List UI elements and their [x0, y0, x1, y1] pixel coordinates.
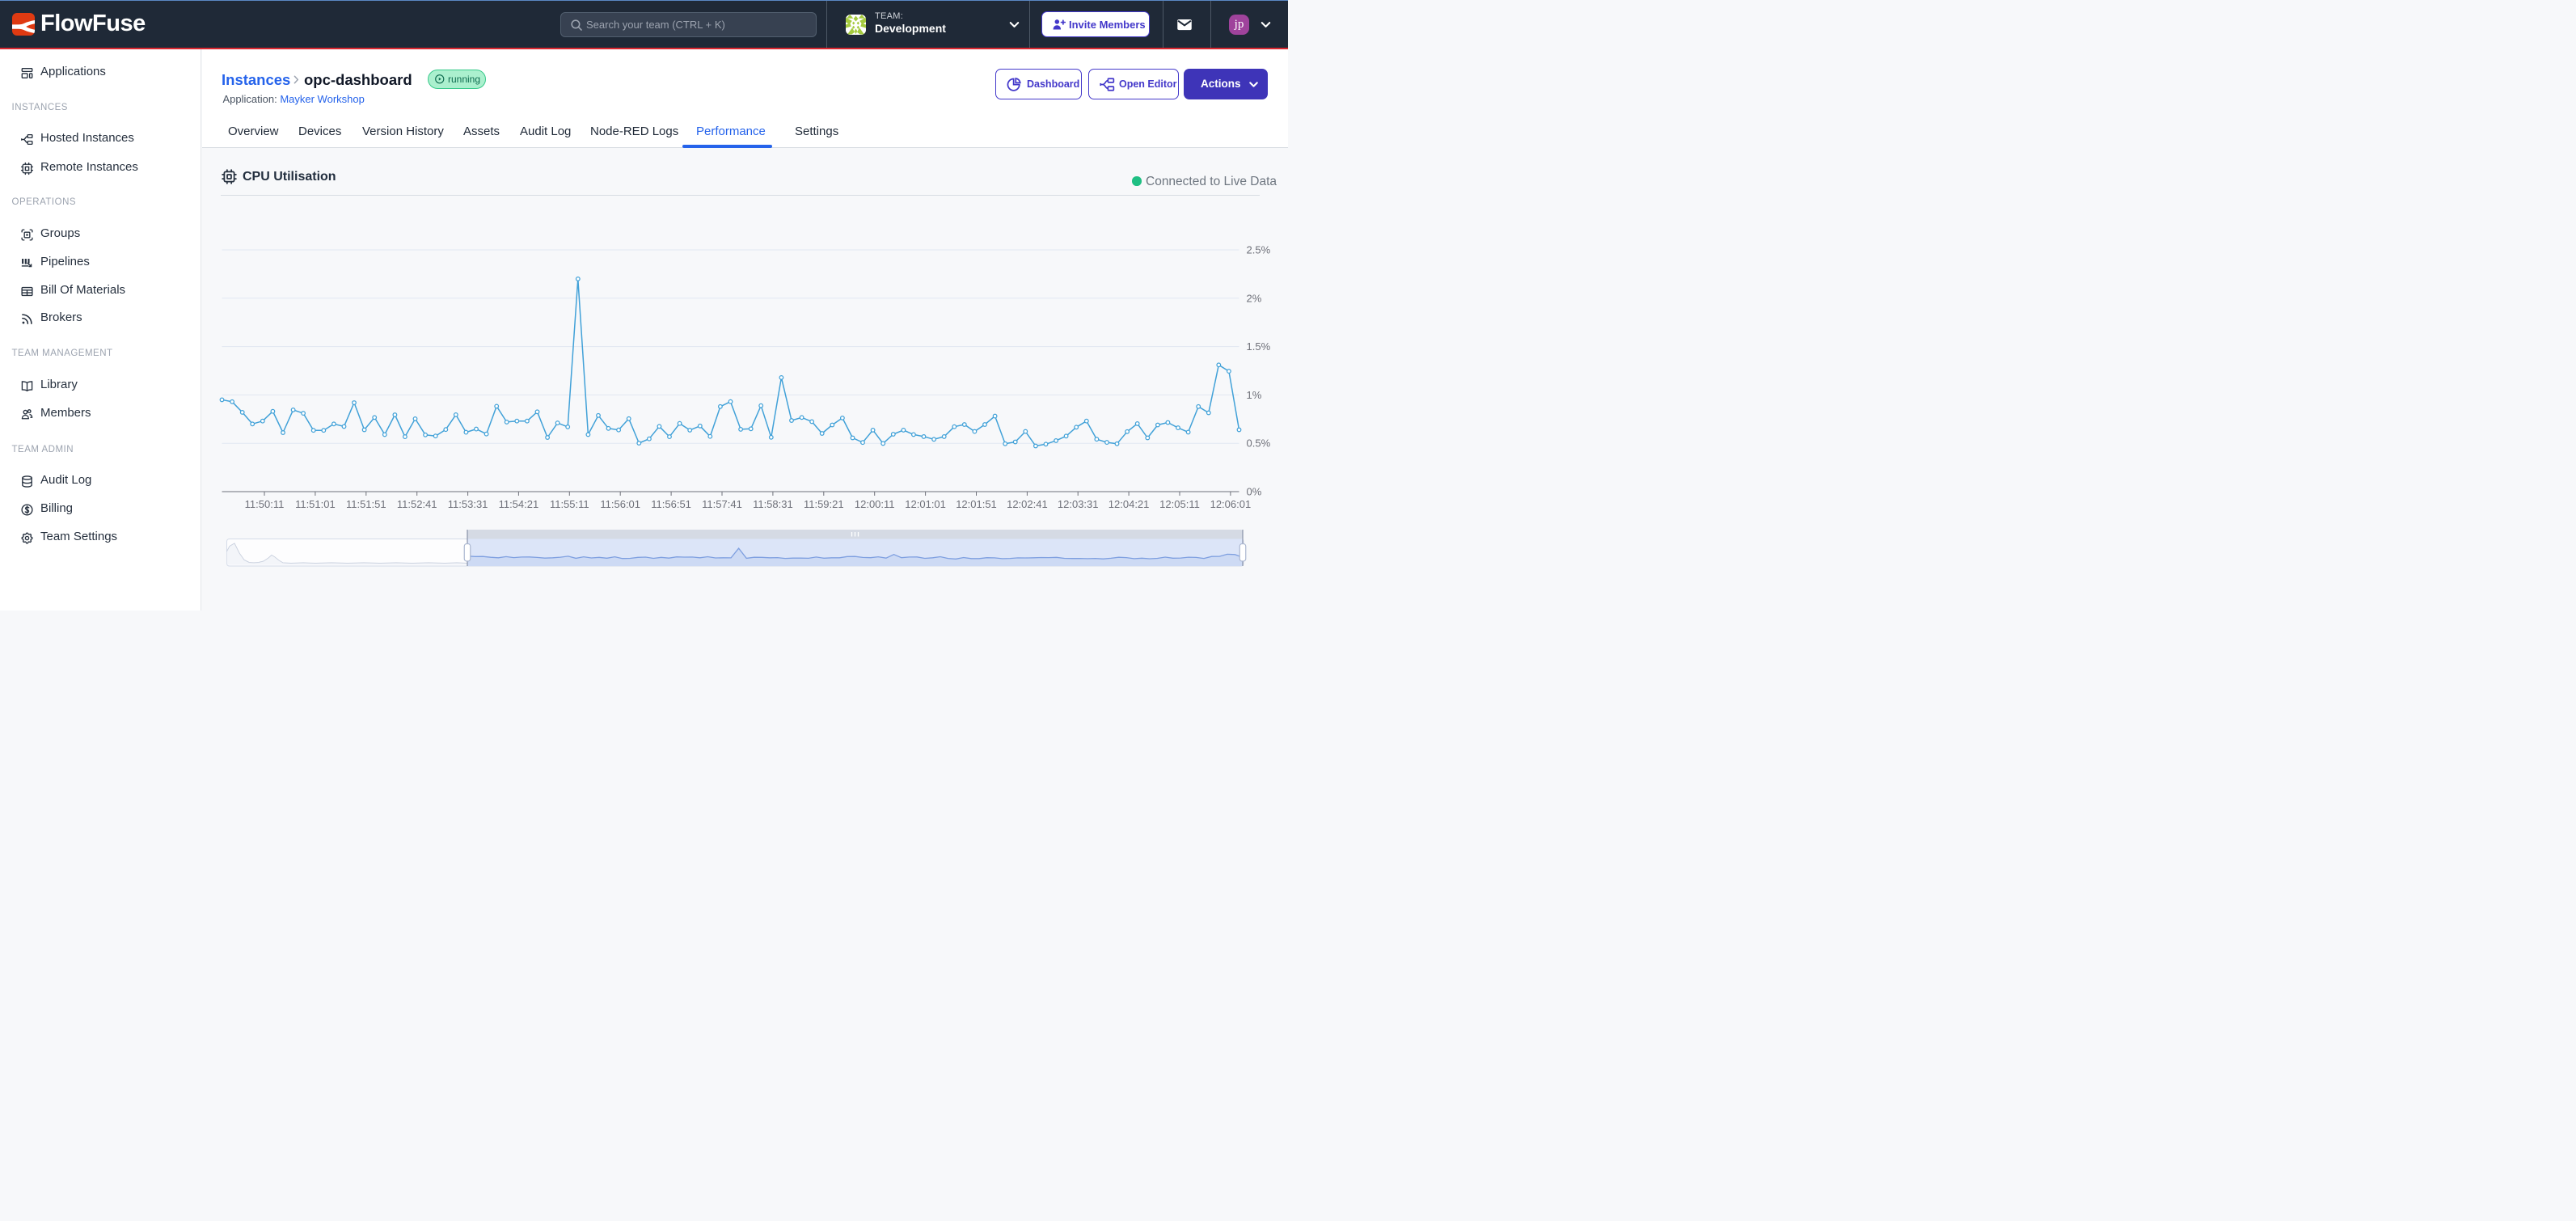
svg-text:2%: 2% — [1247, 292, 1262, 304]
svg-text:11:55:11: 11:55:11 — [550, 498, 589, 510]
svg-text:11:50:11: 11:50:11 — [245, 498, 285, 510]
svg-text:11:59:21: 11:59:21 — [804, 498, 844, 510]
svg-text:11:56:51: 11:56:51 — [651, 498, 691, 510]
svg-text:12:06:01: 12:06:01 — [1210, 498, 1252, 510]
svg-text:12:05:11: 12:05:11 — [1159, 498, 1200, 510]
svg-text:12:01:51: 12:01:51 — [956, 498, 997, 510]
svg-text:1%: 1% — [1247, 389, 1262, 401]
svg-text:12:04:21: 12:04:21 — [1109, 498, 1150, 510]
svg-text:0.5%: 0.5% — [1247, 437, 1271, 450]
svg-text:12:00:11: 12:00:11 — [855, 498, 895, 510]
svg-text:12:03:31: 12:03:31 — [1058, 498, 1099, 510]
svg-text:2.5%: 2.5% — [1247, 244, 1271, 256]
svg-text:11:54:21: 11:54:21 — [499, 498, 539, 510]
svg-text:12:02:41: 12:02:41 — [1007, 498, 1048, 510]
svg-text:11:51:01: 11:51:01 — [295, 498, 336, 510]
svg-text:12:01:01: 12:01:01 — [905, 498, 946, 510]
svg-text:11:53:31: 11:53:31 — [448, 498, 488, 510]
svg-text:11:58:31: 11:58:31 — [753, 498, 793, 510]
svg-text:11:51:51: 11:51:51 — [346, 498, 386, 510]
svg-text:0%: 0% — [1247, 486, 1262, 498]
svg-text:11:52:41: 11:52:41 — [397, 498, 437, 510]
svg-text:11:57:41: 11:57:41 — [702, 498, 742, 510]
svg-text:11:56:01: 11:56:01 — [600, 498, 640, 510]
svg-text:1.5%: 1.5% — [1247, 340, 1271, 353]
